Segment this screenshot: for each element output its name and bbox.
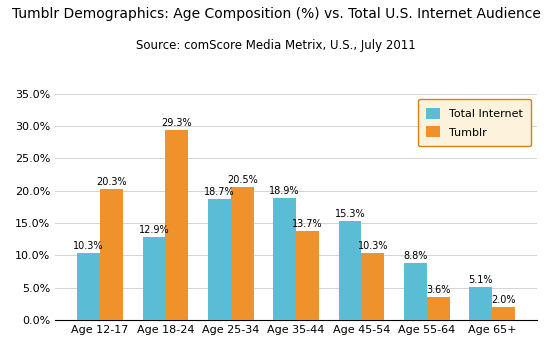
Text: 20.3%: 20.3% — [96, 177, 127, 187]
Bar — [427, 297, 450, 320]
Bar — [296, 231, 319, 320]
Bar — [273, 198, 296, 320]
Bar — [492, 307, 515, 320]
Text: 10.3%: 10.3% — [73, 241, 104, 252]
Bar — [166, 131, 188, 320]
Text: 15.3%: 15.3% — [335, 209, 365, 219]
Text: 2.0%: 2.0% — [491, 295, 516, 305]
Bar — [208, 199, 231, 320]
Bar — [469, 287, 492, 320]
Text: Source: comScore Media Metrix, U.S., July 2011: Source: comScore Media Metrix, U.S., Jul… — [136, 38, 416, 51]
Text: 12.9%: 12.9% — [139, 225, 169, 235]
Text: 10.3%: 10.3% — [358, 241, 388, 252]
Text: 5.1%: 5.1% — [469, 275, 493, 285]
Text: 18.9%: 18.9% — [269, 186, 300, 196]
Bar — [77, 253, 100, 320]
Text: 3.6%: 3.6% — [426, 285, 450, 295]
Text: 20.5%: 20.5% — [227, 175, 258, 186]
Text: 8.8%: 8.8% — [403, 251, 428, 261]
Bar — [231, 187, 253, 320]
Bar — [142, 237, 166, 320]
Text: Tumblr Demographics: Age Composition (%) vs. Total U.S. Internet Audience: Tumblr Demographics: Age Composition (%)… — [12, 7, 540, 21]
Bar — [362, 253, 384, 320]
Bar — [338, 221, 362, 320]
Text: 18.7%: 18.7% — [204, 187, 235, 197]
Bar — [404, 263, 427, 320]
Legend: Total Internet, Tumblr: Total Internet, Tumblr — [417, 99, 532, 146]
Text: 13.7%: 13.7% — [292, 219, 323, 230]
Text: 29.3%: 29.3% — [162, 118, 192, 128]
Bar — [100, 189, 123, 320]
